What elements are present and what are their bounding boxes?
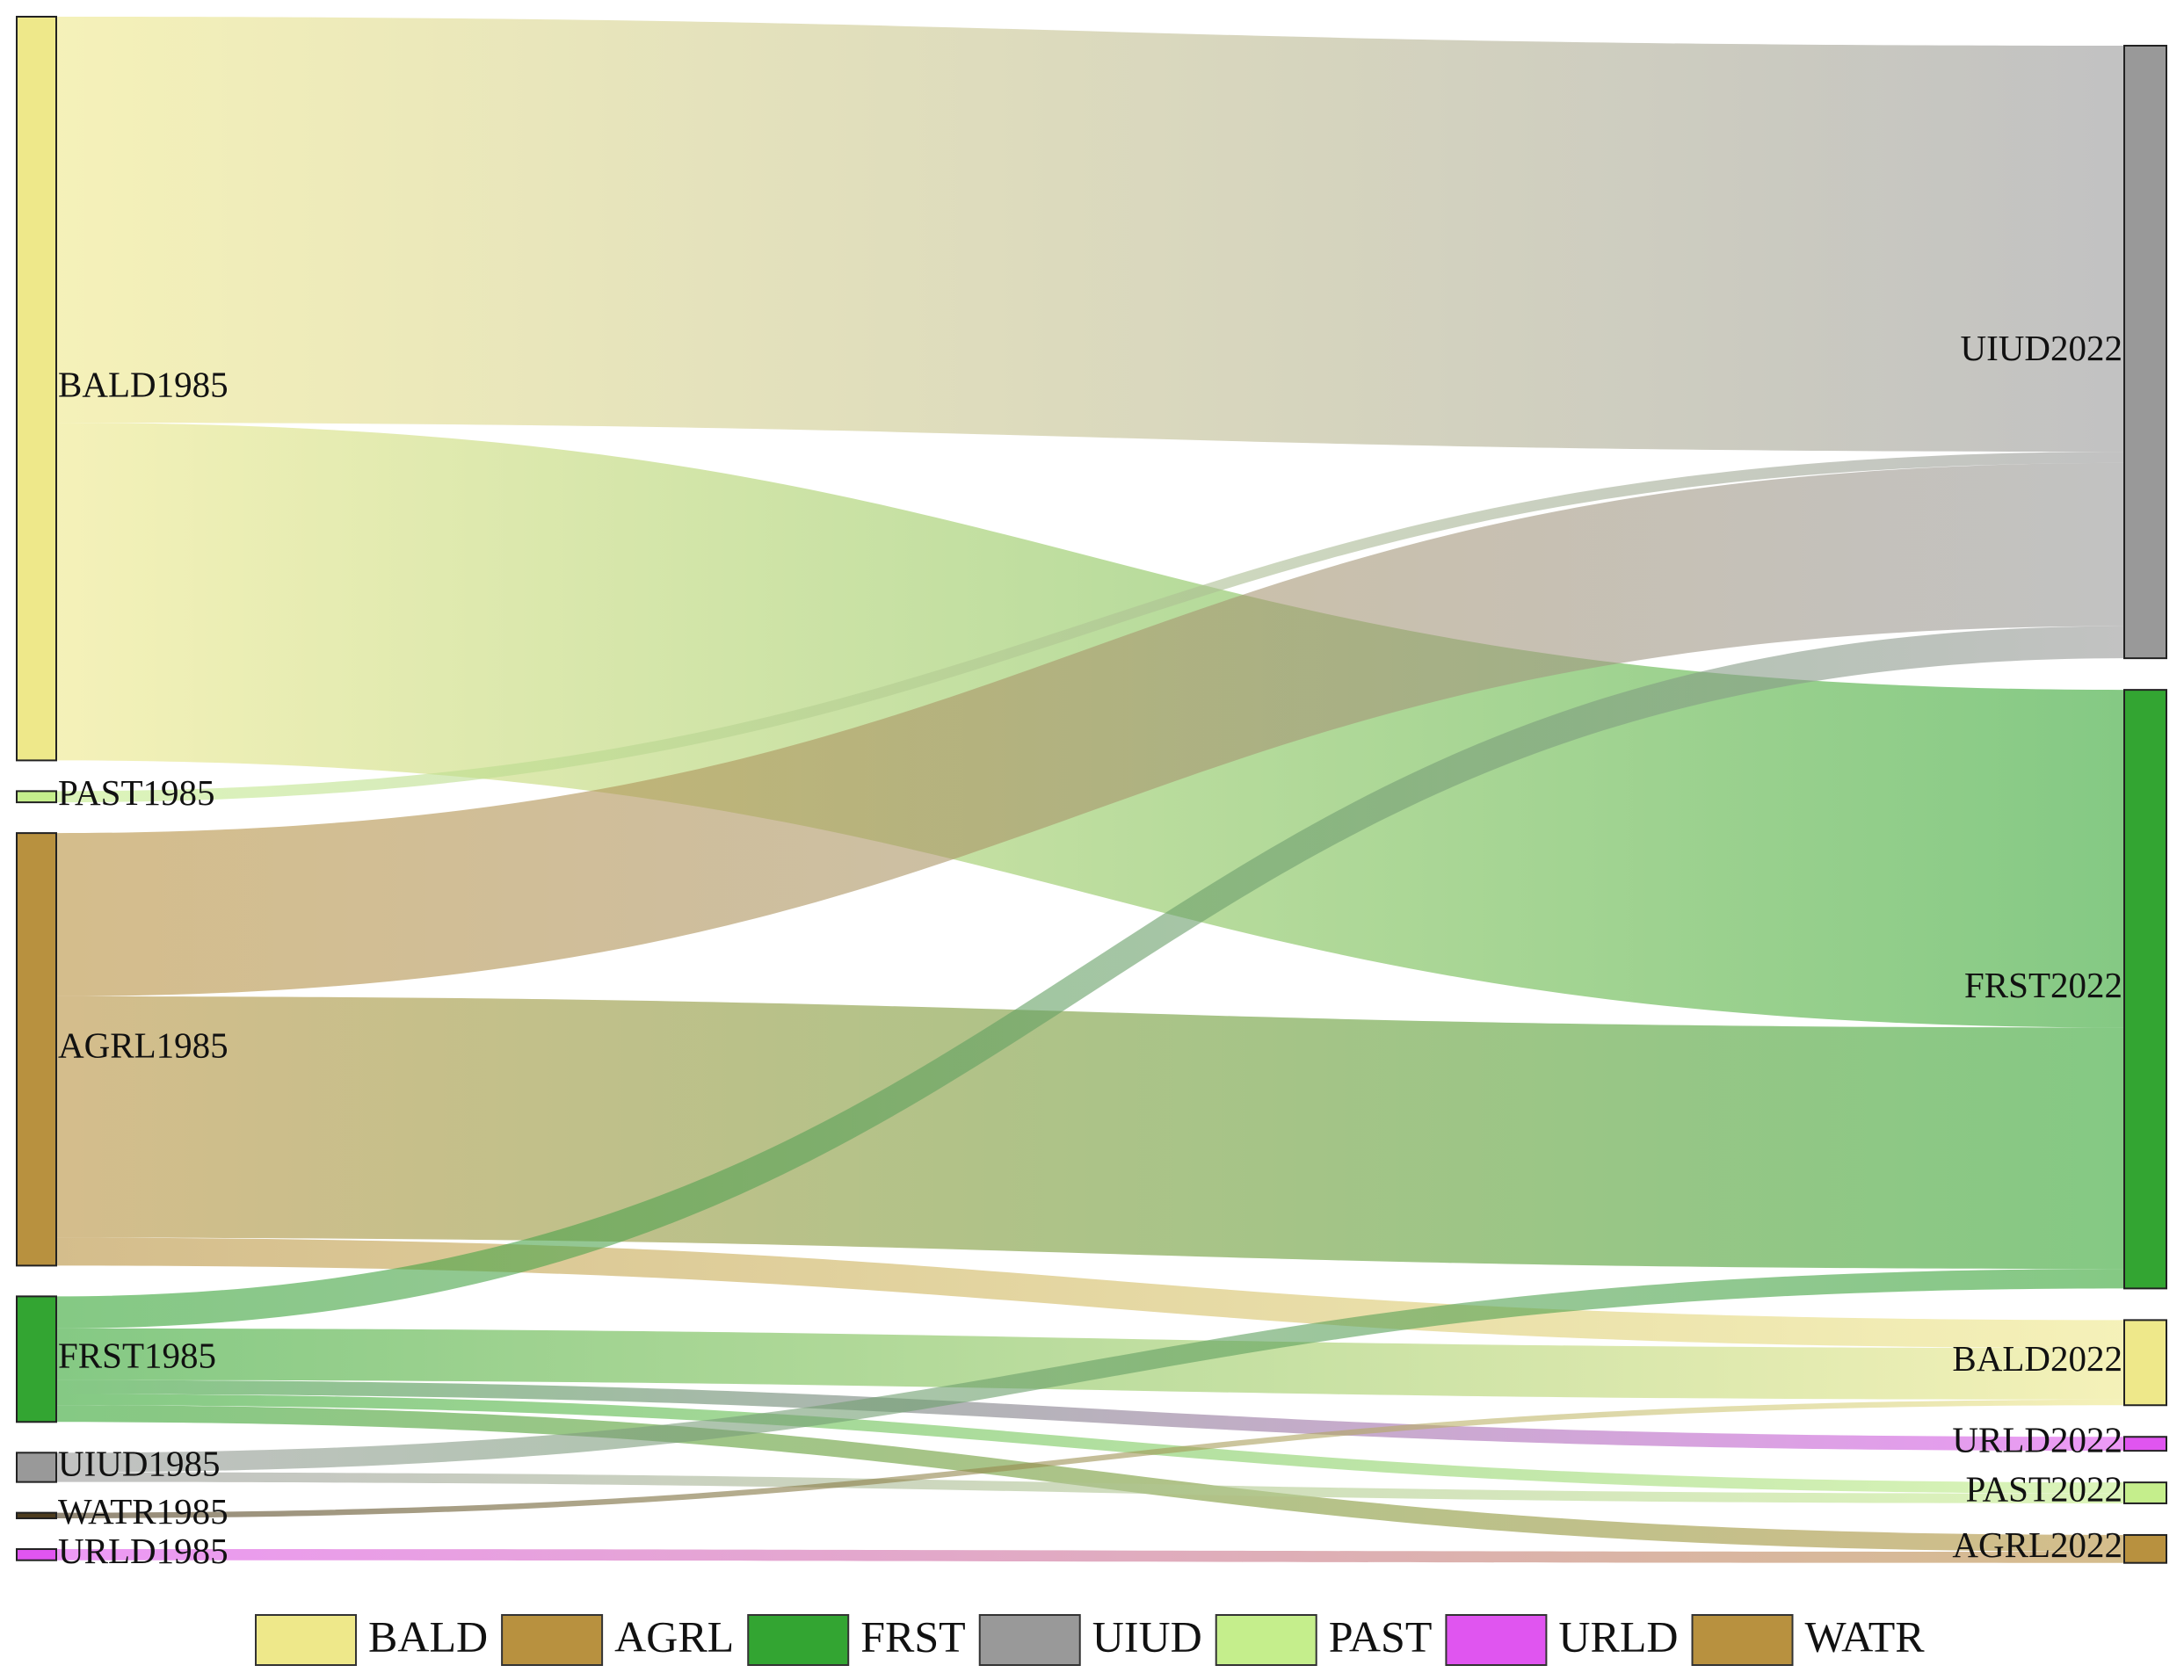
legend-swatch xyxy=(747,1614,850,1666)
node xyxy=(16,1511,57,1520)
legend-swatch xyxy=(255,1614,357,1666)
legend-label: FRST xyxy=(860,1611,966,1661)
node-label: URLD2022 xyxy=(1952,1420,2122,1460)
node-label: FRST1985 xyxy=(58,1335,216,1375)
node-label: UIUD2022 xyxy=(1961,328,2122,368)
node-label: PAST2022 xyxy=(1966,1468,2123,1509)
node-label: BALD2022 xyxy=(1952,1338,2122,1379)
node-label: WATR1985 xyxy=(58,1491,229,1532)
flow xyxy=(56,1269,2124,1473)
flow xyxy=(56,452,2124,803)
flow xyxy=(56,1379,2124,1452)
legend-label: UIUD xyxy=(1092,1611,1202,1661)
node-label: BALD1985 xyxy=(58,365,229,405)
node xyxy=(16,1548,57,1561)
legend-label: WATR xyxy=(1805,1611,1926,1661)
flow xyxy=(56,462,2124,996)
legend-swatch xyxy=(1215,1614,1317,1666)
node xyxy=(16,1452,57,1483)
legend-swatch xyxy=(1691,1614,1794,1666)
flow xyxy=(56,1472,2124,1503)
node xyxy=(2123,1436,2167,1452)
flow xyxy=(56,1549,2124,1563)
flow xyxy=(56,17,2124,453)
flow xyxy=(56,626,2124,1329)
node-label: AGRL2022 xyxy=(1952,1524,2122,1565)
flow xyxy=(56,1237,2124,1349)
flow xyxy=(56,1394,2124,1494)
legend-label: URLD xyxy=(1558,1611,1678,1661)
node xyxy=(16,16,57,762)
node xyxy=(2123,1533,2167,1564)
node xyxy=(16,832,57,1267)
node xyxy=(2123,45,2167,660)
node-label: FRST2022 xyxy=(1964,965,2122,1005)
legend-swatch xyxy=(978,1614,1081,1666)
legend-label: BALD xyxy=(368,1611,488,1661)
node-label: URLD1985 xyxy=(58,1531,229,1571)
node xyxy=(2123,1481,2167,1504)
node-label: PAST1985 xyxy=(58,772,215,813)
flow xyxy=(56,1399,2124,1519)
node xyxy=(16,790,57,804)
node-label: AGRL1985 xyxy=(58,1025,229,1066)
legend-label: AGRL xyxy=(614,1611,734,1661)
legend-label: PAST xyxy=(1329,1611,1433,1661)
node xyxy=(2123,1319,2167,1407)
node xyxy=(16,1295,57,1423)
node-label: UIUD1985 xyxy=(58,1443,220,1483)
node xyxy=(2123,689,2167,1290)
flow xyxy=(56,1405,2124,1553)
legend-swatch xyxy=(501,1614,604,1666)
legend-swatch xyxy=(1445,1614,1548,1666)
flow xyxy=(56,996,2124,1270)
